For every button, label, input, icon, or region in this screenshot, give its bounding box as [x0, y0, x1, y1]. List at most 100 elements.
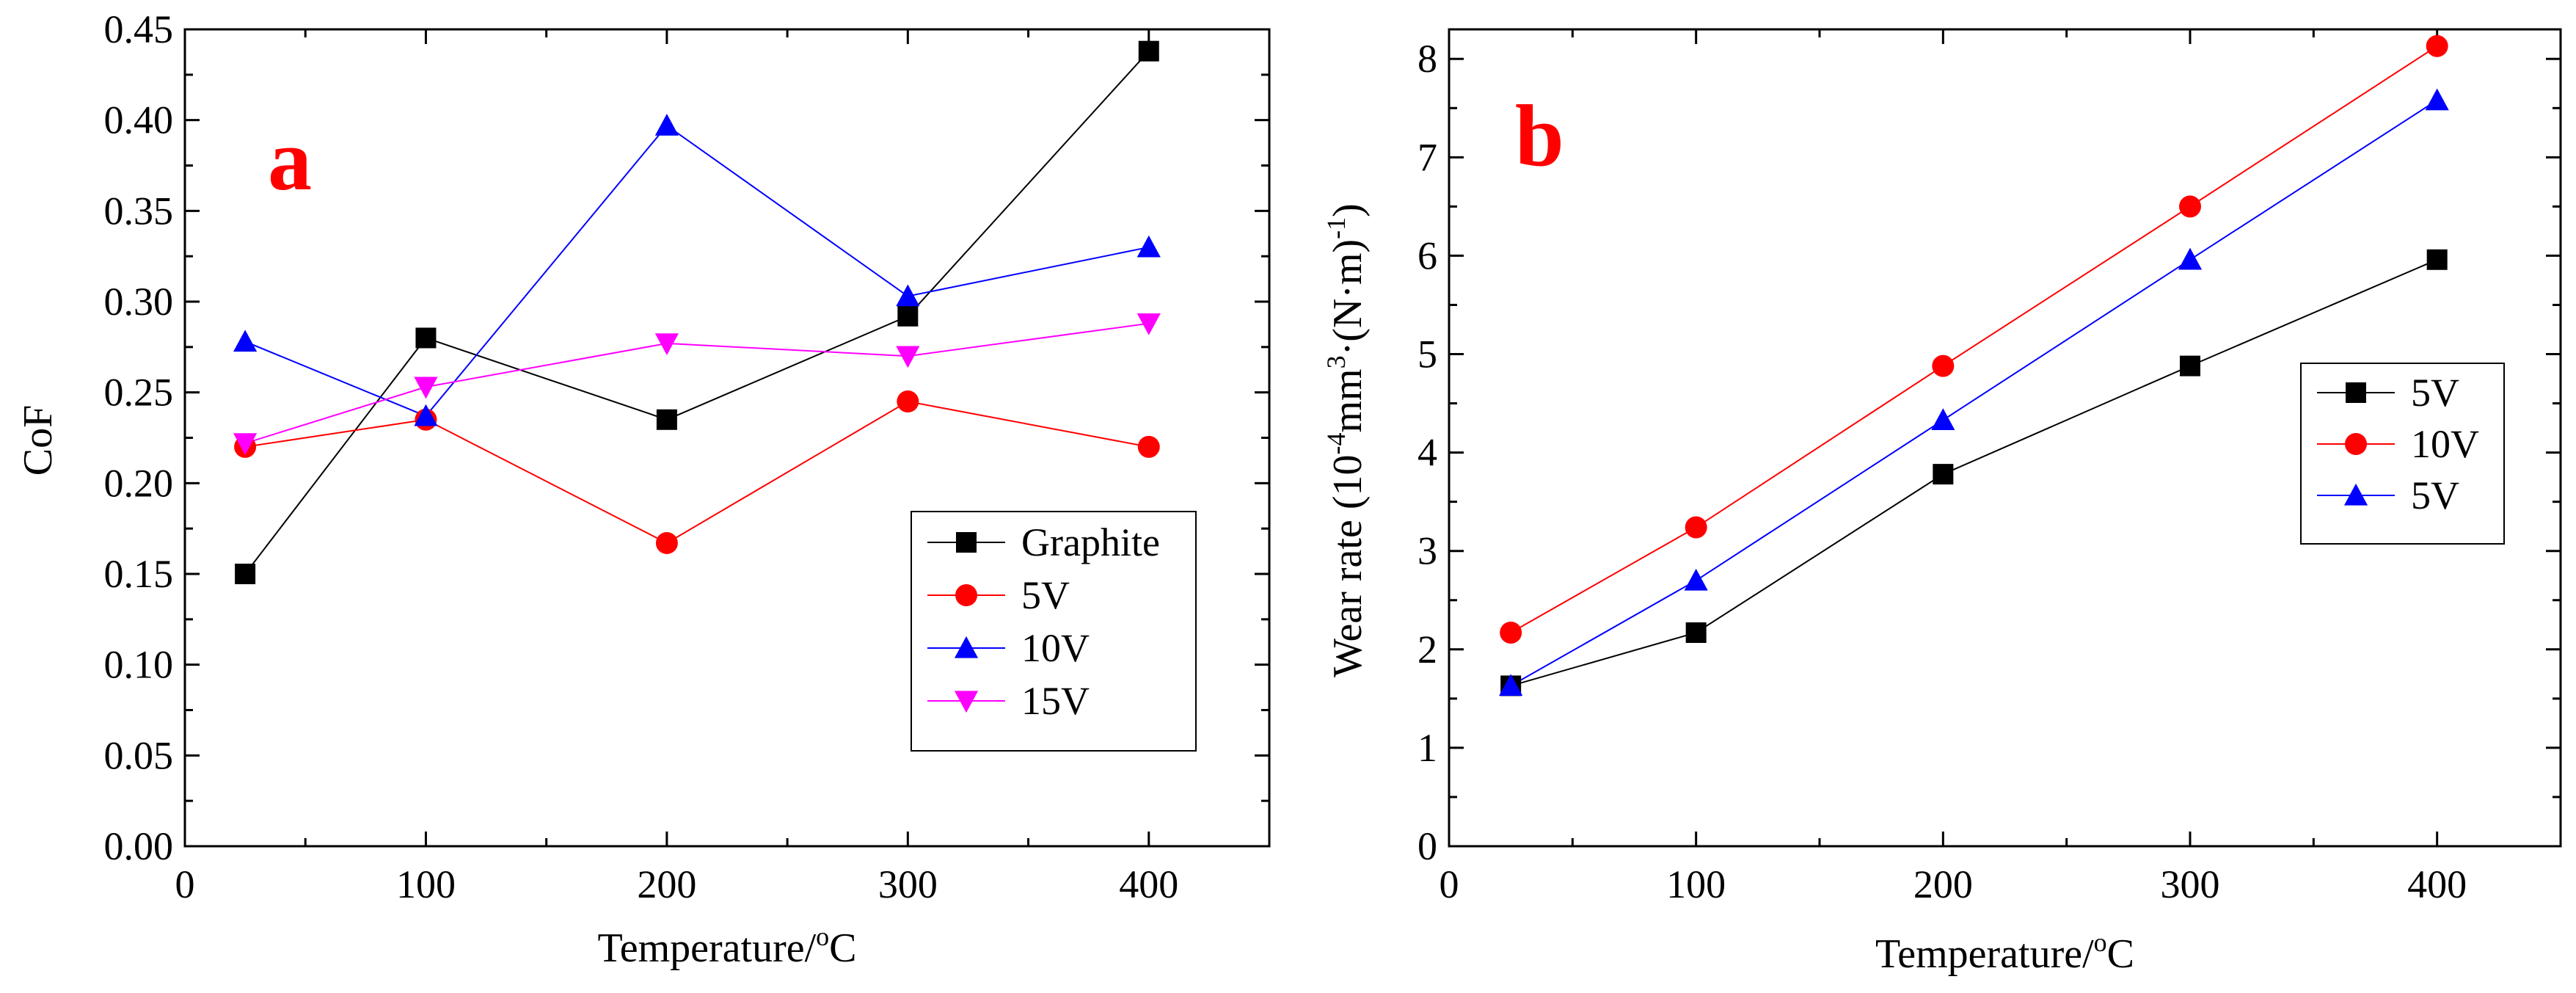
y-axis-title: Wear rate (10-4mm3·(N·m)-1) — [1321, 203, 1371, 677]
y-tick-label: 0.30 — [104, 280, 174, 324]
x-tick-label: 100 — [1666, 862, 1726, 906]
y-axis-title-part: ) — [1325, 203, 1371, 217]
data-point — [1136, 313, 1161, 335]
data-point — [1684, 568, 1708, 591]
legend-marker — [2343, 483, 2368, 506]
data-point — [1136, 235, 1161, 258]
data-point — [233, 330, 258, 352]
x-axis-title-text: Temperature/ — [1875, 931, 2094, 977]
x-tick-label: 400 — [1119, 862, 1178, 906]
y-tick-label: 0.20 — [104, 461, 174, 505]
y-axis-title-text: CoF — [15, 405, 61, 476]
data-point — [896, 284, 920, 307]
data-point — [1138, 40, 1159, 62]
x-tick-label: 100 — [396, 862, 456, 906]
y-tick-label: 0.10 — [104, 643, 174, 687]
y-tick-label: 2 — [1417, 628, 1437, 672]
data-point — [233, 433, 258, 456]
y-tick-label: 8 — [1417, 37, 1437, 81]
y-axis-title-sup: 3 — [1321, 355, 1351, 368]
legend-label: 10V — [1021, 626, 1090, 670]
panel-label: b — [1515, 87, 1564, 184]
legend-marker — [2345, 433, 2367, 455]
y-axis-title-sup: -1 — [1321, 217, 1351, 239]
data-point — [2179, 195, 2201, 218]
data-point — [896, 346, 920, 368]
legend-marker — [2346, 382, 2366, 403]
data-point — [2178, 247, 2203, 270]
data-point — [1499, 674, 1523, 696]
y-tick-label: 0.15 — [104, 552, 174, 596]
y-axis-title-part: ·(N·m) — [1325, 239, 1371, 356]
data-point — [897, 305, 919, 327]
y-tick-label: 0.35 — [104, 189, 174, 233]
y-tick-label: 5 — [1417, 332, 1437, 377]
data-point — [2180, 355, 2200, 377]
y-tick-label: 0.45 — [104, 7, 174, 51]
data-point — [235, 564, 256, 584]
data-point — [1685, 516, 1707, 539]
x-tick-label: 0 — [1440, 862, 1459, 906]
x-axis-title: Temperature/oC — [1875, 928, 2134, 977]
x-axis-title-sup: o — [816, 922, 829, 951]
y-tick-label: 3 — [1417, 529, 1437, 573]
x-axis-title: Temperature/oC — [597, 922, 856, 971]
data-point — [1932, 354, 1955, 377]
y-tick-label: 0.05 — [104, 733, 174, 777]
x-axis-title-text: Temperature/ — [597, 925, 816, 971]
y-tick-label: 4 — [1417, 431, 1437, 475]
legend-label: 5V — [2411, 371, 2459, 415]
data-point — [656, 409, 677, 430]
legend-label: 15V — [1021, 679, 1090, 723]
y-tick-label: 0.00 — [104, 824, 174, 868]
legend-label: 10V — [2411, 422, 2479, 466]
x-axis-title-sup: o — [2094, 928, 2107, 957]
x-axis-title-unit: C — [2107, 931, 2134, 977]
x-tick-label: 400 — [2407, 862, 2467, 906]
x-tick-label: 200 — [637, 862, 696, 906]
data-point — [654, 113, 679, 136]
y-tick-label: 0.25 — [104, 371, 174, 415]
y-axis-title-sup: -4 — [1321, 433, 1351, 455]
data-point — [1931, 408, 1955, 431]
data-point — [897, 390, 919, 413]
y-tick-label: 6 — [1417, 233, 1437, 277]
data-point — [654, 333, 679, 355]
panel-label: a — [268, 111, 312, 208]
x-tick-label: 300 — [878, 862, 938, 906]
panel-a-chart: 0 100 200 300 400 0.00 0.05 0.10 0.15 0.20 0.25 0.3… — [15, 7, 1271, 971]
x-axis-title-unit: C — [829, 925, 856, 971]
y-tick-label: 0 — [1417, 824, 1437, 868]
data-point — [414, 404, 438, 426]
y-axis-title: CoF — [15, 405, 61, 476]
y-axis-title-part: mm — [1325, 368, 1371, 432]
y-tick-label: 1 — [1417, 726, 1437, 770]
y-tick-label: 7 — [1417, 135, 1437, 179]
y-tick-label: 0.40 — [104, 98, 174, 142]
plot-frame — [1448, 28, 2562, 848]
data-point — [1685, 622, 1707, 644]
legend-marker — [956, 532, 977, 553]
legend-marker — [954, 636, 979, 658]
x-tick-label: 200 — [1913, 862, 1973, 906]
x-tick-label: 300 — [2161, 862, 2220, 906]
data-point — [415, 327, 437, 349]
legend-label: Graphite — [1021, 520, 1160, 564]
legend-marker — [954, 691, 979, 713]
x-tick-label: 0 — [175, 862, 195, 906]
data-point — [1137, 435, 1160, 458]
legend-label: 5V — [1021, 573, 1070, 617]
data-point — [2426, 34, 2448, 57]
panel-b-chart: 0 100 200 300 400 0 1 2 3 4 5 6 7 8 5V 10V 5V b Temperatur… — [1321, 28, 2562, 977]
data-point — [1500, 622, 1522, 644]
data-point — [1933, 464, 1954, 485]
data-point — [2425, 88, 2449, 111]
legend-marker — [955, 584, 977, 606]
data-point — [2426, 249, 2448, 270]
data-point — [655, 531, 678, 554]
legend-label: 5V — [2411, 473, 2459, 517]
data-point — [414, 377, 438, 399]
y-axis-title-text: Wear rate (10 — [1325, 455, 1371, 677]
